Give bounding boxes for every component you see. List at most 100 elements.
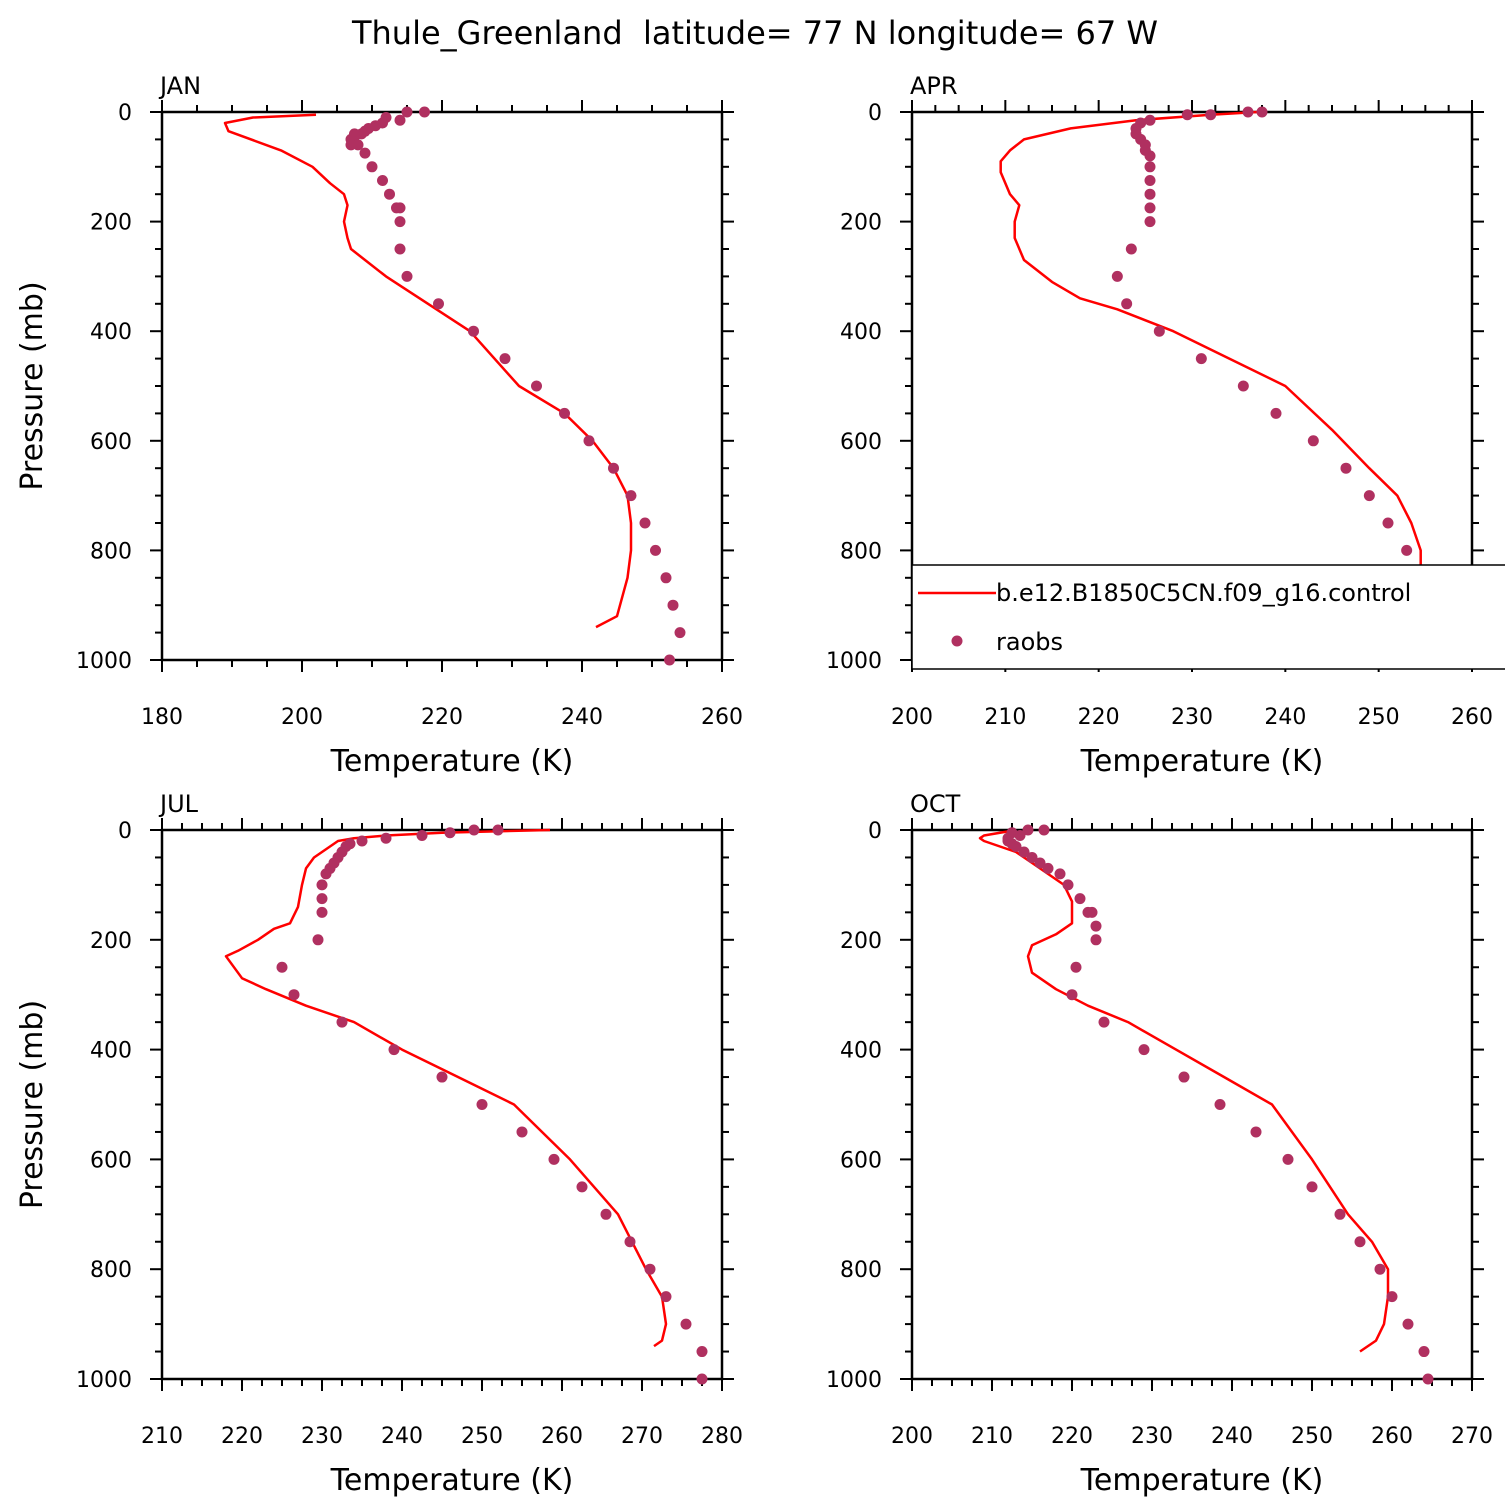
legend-marker-swatch	[951, 635, 963, 647]
x-tick-label: 240	[561, 705, 603, 730]
panel-title: APR	[910, 72, 958, 100]
y-tick-label: 1000	[76, 1368, 132, 1393]
y-tick-label: 1000	[826, 1368, 882, 1393]
y-tick-label: 800	[90, 1258, 132, 1283]
raobs-point	[401, 106, 413, 118]
y-tick-label: 200	[90, 211, 132, 236]
y-tick-label: 600	[90, 430, 132, 455]
legend-box	[911, 564, 1505, 670]
raobs-point	[650, 544, 661, 556]
plot-frame	[160, 828, 724, 1381]
raobs-point	[1125, 243, 1137, 255]
y-tick-label: 0	[868, 101, 882, 126]
raobs-point	[433, 298, 444, 310]
x-tick-label: 260	[701, 705, 743, 730]
raobs-point	[1018, 846, 1030, 858]
panels: JAN 180 200 220 240 260 0 200 400 600 800 1000 Tempe…	[15, 72, 1493, 1498]
x-axis-title: Temperature (K)	[330, 744, 574, 779]
raobs-point	[1074, 893, 1086, 905]
y-tick-label: 400	[840, 320, 882, 345]
raobs-point	[388, 1044, 400, 1056]
raobs-point	[1144, 188, 1156, 200]
legend-label-raobs: raobs	[996, 628, 1063, 656]
model-profile-line	[999, 110, 1422, 629]
raobs-point	[1153, 325, 1165, 337]
raobs-point	[1144, 216, 1156, 228]
raobs-point	[416, 829, 428, 841]
raobs-point	[492, 824, 504, 836]
raobs-point	[1010, 840, 1022, 852]
plot-frame	[160, 110, 724, 662]
raobs-point	[320, 868, 332, 880]
raobs-point	[1086, 906, 1098, 918]
y-tick-label: 200	[90, 929, 132, 954]
y-tick-label: 600	[840, 430, 882, 455]
raobs-point	[1034, 857, 1046, 869]
raobs-point	[1401, 544, 1413, 556]
x-tick-label: 230	[1131, 1424, 1173, 1449]
model-profile-line	[223, 113, 633, 629]
raobs-point	[1022, 824, 1034, 836]
y-tick-label: 800	[90, 539, 132, 564]
raobs-point	[394, 216, 406, 228]
raobs-point	[674, 627, 686, 639]
raobs-point	[276, 961, 288, 973]
x-axis-title: Temperature (K)	[330, 1463, 574, 1498]
raobs-point	[576, 1181, 588, 1193]
raobs-point	[1374, 1263, 1386, 1275]
x-tick-label: 270	[1451, 1424, 1493, 1449]
x-tick-label: 280	[701, 1424, 743, 1449]
raobs-point	[1270, 407, 1282, 419]
raobs-point	[644, 1263, 656, 1275]
raobs-point	[384, 188, 395, 200]
raobs-point	[660, 572, 672, 584]
raobs-point	[468, 325, 479, 337]
x-tick-label: 180	[141, 705, 183, 730]
raobs-point	[1422, 1373, 1434, 1385]
x-tick-label: 250	[461, 1424, 503, 1449]
raobs-point	[608, 462, 619, 474]
raobs-point	[394, 243, 406, 255]
raobs-point	[312, 934, 324, 946]
raobs-point	[352, 139, 364, 151]
raobs-point	[1026, 851, 1038, 863]
x-axis-title: Temperature (K)	[1080, 744, 1324, 779]
x-tick-label: 210	[141, 1424, 183, 1449]
legend-label-model: b.e12.B1850C5CN.f09_g16.control	[996, 579, 1411, 607]
x-tick-label: 250	[1291, 1424, 1333, 1449]
x-tick-label: 220	[1051, 1424, 1093, 1449]
raobs-point	[1334, 1208, 1346, 1220]
raobs-point	[696, 1346, 708, 1358]
y-tick-label: 400	[90, 1039, 132, 1064]
raobs-point	[1090, 934, 1102, 946]
raobs-point	[1054, 868, 1066, 880]
raobs-point	[401, 270, 413, 282]
raobs-point	[1038, 824, 1050, 836]
x-tick-label: 260	[1451, 705, 1493, 730]
x-tick-label: 200	[281, 705, 323, 730]
y-tick-label: 400	[840, 1039, 882, 1064]
raobs-point	[664, 654, 675, 666]
panel-title: JAN	[158, 72, 201, 100]
raobs-point	[316, 879, 328, 891]
raobs-point	[1066, 989, 1078, 1001]
x-tick-label: 260	[541, 1424, 583, 1449]
raobs-point	[380, 832, 392, 844]
raobs-point	[600, 1208, 612, 1220]
raobs-point	[680, 1318, 692, 1330]
raobs-point	[1042, 862, 1054, 874]
model-profile-line	[978, 828, 1390, 1353]
x-tick-label: 200	[891, 705, 933, 730]
x-tick-label: 240	[381, 1424, 423, 1449]
raobs-point	[1402, 1318, 1414, 1330]
raobs-point	[419, 106, 430, 118]
raobs-point	[1214, 1099, 1226, 1110]
panel-title: OCT	[910, 790, 961, 818]
y-tick-label: 400	[90, 320, 132, 345]
panel-jan: JAN 180 200 220 240 260 0 200 400 600 800 1000 Tempe…	[15, 72, 743, 779]
raobs-point	[1418, 1346, 1430, 1358]
raobs-point	[1386, 1291, 1398, 1303]
panel-apr: APR 200 210 220 230 240 250 260 0 200 400 600 800 100…	[826, 72, 1493, 779]
y-tick-label: 600	[90, 1148, 132, 1173]
